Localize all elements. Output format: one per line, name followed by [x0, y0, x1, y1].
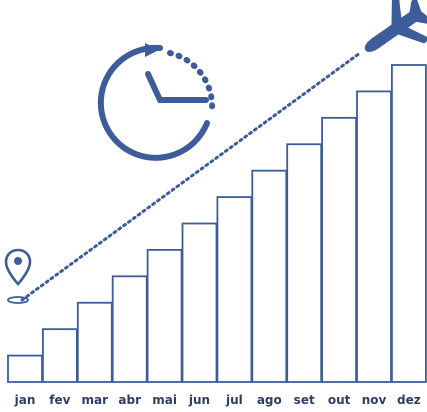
clock-with-arrow-icon: [97, 43, 216, 161]
bar-nov: [356, 90, 392, 383]
route-dotted-line: [20, 51, 362, 302]
x-tick-label: nov: [362, 393, 387, 407]
bar-fev: [42, 328, 78, 383]
bar-dez: [390, 64, 427, 383]
bar-jul: [216, 196, 253, 383]
bar-set: [286, 143, 323, 383]
x-tick-label: jun: [188, 393, 210, 407]
x-tick-label: abr: [118, 393, 141, 407]
bar-jan: [7, 354, 43, 383]
x-tick-label: mar: [82, 393, 109, 407]
airplane-icon: [364, 0, 427, 52]
x-tick-label: mai: [152, 393, 177, 407]
bar-mar: [76, 301, 113, 383]
bars-group: [7, 64, 427, 383]
x-tick-label: out: [328, 393, 351, 407]
bar-jun: [181, 222, 218, 383]
bar-ago: [251, 169, 288, 383]
bar-mai: [146, 249, 183, 383]
x-tick-label: ago: [257, 393, 282, 407]
x-tick-label: jan: [14, 393, 36, 407]
x-tick-labels: jan fev mar abr mai jun jul ago set out nov dez: [14, 393, 421, 407]
bar-abr: [111, 275, 148, 383]
location-pin-icon: [4, 248, 32, 304]
x-tick-label: fev: [49, 393, 70, 407]
x-tick-label: set: [294, 393, 315, 407]
x-tick-label: dez: [397, 393, 421, 407]
bar-out: [321, 116, 358, 383]
x-tick-label: jul: [225, 393, 243, 407]
